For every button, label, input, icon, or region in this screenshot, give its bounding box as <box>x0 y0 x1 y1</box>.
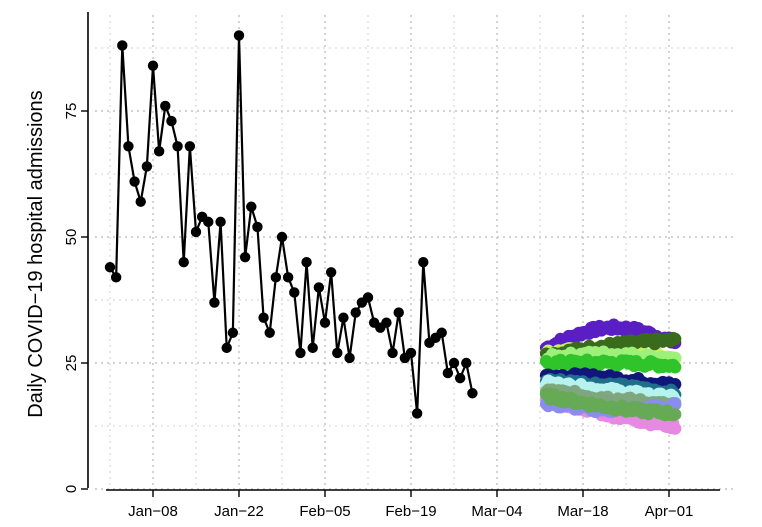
observed-point <box>418 257 429 268</box>
x-tick-label: Jan−08 <box>128 503 178 520</box>
observed-point <box>209 297 220 308</box>
grid-lines <box>95 15 735 490</box>
y-tick-label: 0 <box>63 485 80 493</box>
observed-point <box>129 176 140 187</box>
observed-point <box>411 408 423 419</box>
observed-point <box>221 342 232 354</box>
observed-point <box>104 262 116 273</box>
observed-point <box>233 30 245 41</box>
observed-point <box>276 231 288 243</box>
forecast-point <box>668 408 682 421</box>
observed-point <box>123 141 134 152</box>
observed-point <box>301 257 312 268</box>
axis-ticks: Jan−08 Jan−22 Feb−05 Feb−19 Mar−04 Mar−18 Apr−… <box>63 103 693 520</box>
observed-point <box>325 267 337 278</box>
observed-point <box>239 251 251 263</box>
observed-point <box>190 226 202 238</box>
observed-point <box>436 327 447 338</box>
observed-point <box>110 272 122 283</box>
observed-point <box>172 141 183 152</box>
observed-point <box>258 312 269 323</box>
observed-point <box>338 312 349 323</box>
observed-point <box>166 115 177 127</box>
observed-point <box>135 196 146 207</box>
observed-point <box>270 272 282 283</box>
observed-point <box>184 141 196 152</box>
observed-point <box>448 357 460 369</box>
forecast-point <box>668 422 682 435</box>
observed-point <box>387 347 398 359</box>
observed-point <box>381 317 392 328</box>
observed-point <box>160 100 171 112</box>
observed-point <box>307 342 318 354</box>
y-axis-title: Daily COVID−19 hospital admissions <box>25 90 47 417</box>
observed-line <box>109 34 474 415</box>
observed-point <box>362 292 374 303</box>
observed-point <box>227 327 239 338</box>
y-tick-label: 50 <box>63 229 80 246</box>
forecast-point <box>668 396 682 410</box>
observed-point <box>264 327 275 338</box>
observed-point <box>215 216 226 228</box>
observed-series <box>104 30 478 419</box>
forecast-point <box>668 361 682 374</box>
observed-point <box>246 201 257 212</box>
observed-point <box>153 146 165 157</box>
observed-point <box>252 221 263 233</box>
observed-point <box>405 347 417 359</box>
x-tick-label: Feb−19 <box>385 503 436 520</box>
axes <box>87 12 720 491</box>
forecast-point <box>668 332 682 346</box>
forecast-series <box>539 318 682 435</box>
x-tick-label: Jan−22 <box>214 503 264 520</box>
observed-point <box>295 347 306 359</box>
observed-point <box>289 287 300 298</box>
observed-point <box>467 388 478 399</box>
observed-point <box>454 372 466 384</box>
observed-point <box>313 282 325 293</box>
observed-point <box>147 60 159 71</box>
x-tick-label: Mar−04 <box>471 503 522 520</box>
observed-point <box>117 40 128 51</box>
observed-point <box>282 272 294 283</box>
observed-point <box>141 161 153 172</box>
observed-point <box>461 357 472 369</box>
observed-point <box>178 257 189 268</box>
observed-point <box>319 317 331 328</box>
x-tick-label: Mar−18 <box>557 503 608 520</box>
observed-point <box>332 347 343 359</box>
observed-point <box>393 307 404 318</box>
observed-point <box>203 216 214 228</box>
observed-point <box>442 367 454 379</box>
observed-point <box>344 352 355 364</box>
x-tick-label: Apr−01 <box>645 503 694 520</box>
x-tick-label: Feb−05 <box>299 503 350 520</box>
observed-point <box>350 307 361 318</box>
y-tick-label: 75 <box>63 103 80 120</box>
y-tick-label: 25 <box>63 355 80 372</box>
